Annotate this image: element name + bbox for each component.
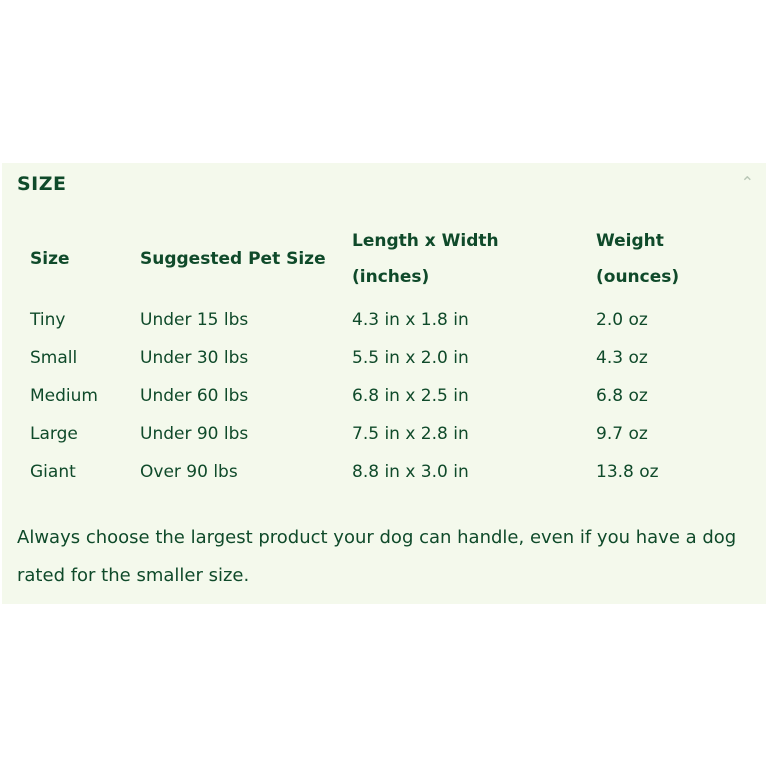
table-row: Giant Over 90 lbs 8.8 in x 3.0 in 13.8 oz (18, 453, 758, 491)
table-cell: Under 60 lbs (140, 386, 249, 406)
table-cell: Medium (30, 386, 98, 406)
table-cell: Over 90 lbs (140, 462, 238, 482)
table-cell: Tiny (30, 310, 66, 330)
table-row: Tiny Under 15 lbs 4.3 in x 1.8 in 2.0 oz (18, 301, 758, 339)
table-cell: 6.8 in x 2.5 in (352, 386, 469, 406)
table-row: Large Under 90 lbs 7.5 in x 2.8 in 9.7 oz (18, 415, 758, 453)
size-note: Always choose the largest product your d… (17, 527, 737, 586)
table-cell: 8.8 in x 3.0 in (352, 462, 469, 482)
table-cell: Under 90 lbs (140, 424, 249, 444)
table-cell: 7.5 in x 2.8 in (352, 424, 469, 444)
header-weight: Weight (ounces) (596, 231, 680, 287)
table-cell: Small (30, 348, 78, 368)
header-size: Size (30, 249, 70, 269)
header-pet-size: Suggested Pet Size (140, 249, 326, 269)
table-cell: Large (30, 424, 78, 444)
table-row: Small Under 30 lbs 5.5 in x 2.0 in 4.3 oz (18, 339, 758, 377)
table-cell: 2.0 oz (596, 310, 648, 330)
table-header-row: Size Suggested Pet Size Length x Width (… (18, 223, 758, 301)
header-dimensions: Length x Width (inches) (352, 231, 499, 287)
table-cell: 9.7 oz (596, 424, 648, 444)
table-cell: 5.5 in x 2.0 in (352, 348, 469, 368)
size-table: Size Suggested Pet Size Length x Width (… (18, 223, 758, 491)
table-cell: 13.8 oz (596, 462, 659, 482)
table-cell: 6.8 oz (596, 386, 648, 406)
table-cell: Giant (30, 462, 76, 482)
table-row: Medium Under 60 lbs 6.8 in x 2.5 in 6.8 oz (18, 377, 758, 415)
size-accordion: SIZE ⌃ Size Suggested Pet Size Length x … (2, 163, 766, 604)
chevron-up-icon[interactable]: ⌃ (740, 173, 754, 192)
section-title[interactable]: SIZE (17, 173, 67, 195)
table-cell: Under 15 lbs (140, 310, 249, 330)
table-cell: 4.3 oz (596, 348, 648, 368)
table-cell: 4.3 in x 1.8 in (352, 310, 469, 330)
table-cell: Under 30 lbs (140, 348, 249, 368)
